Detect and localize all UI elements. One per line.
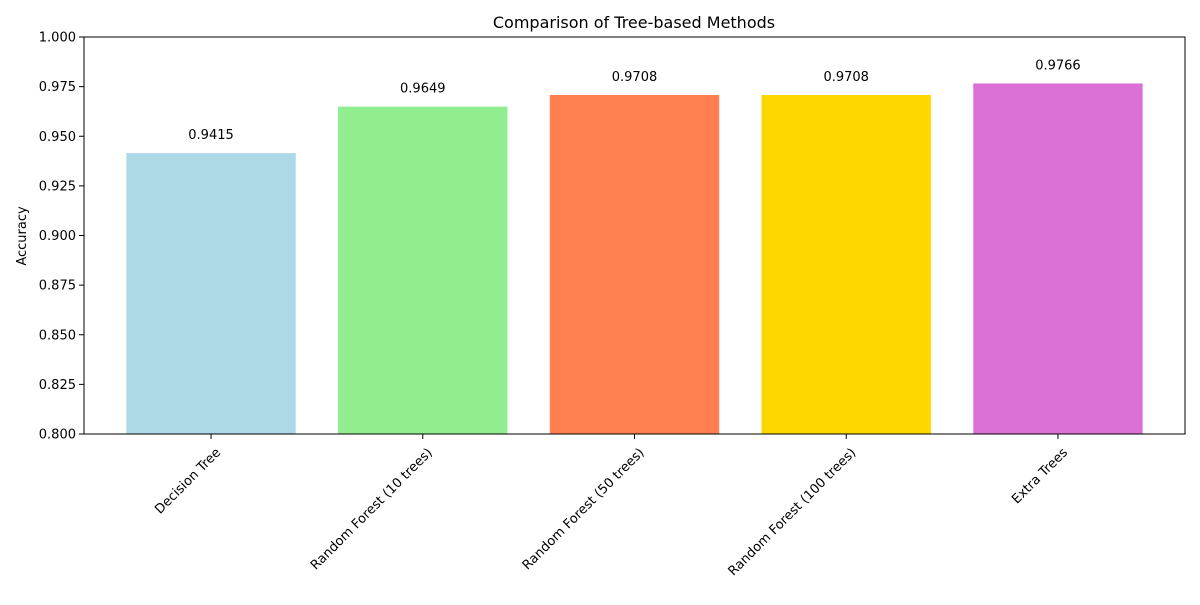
bar xyxy=(761,94,931,434)
x-tick-label: Extra Trees xyxy=(1009,445,1071,507)
bar xyxy=(126,153,296,434)
y-tick-label: 0.925 xyxy=(39,179,76,194)
y-tick-label: 0.825 xyxy=(39,378,76,393)
x-tick-label: Decision Tree xyxy=(152,445,224,517)
y-tick-label: 0.800 xyxy=(39,428,76,443)
x-tick-label: Random Forest (50 trees) xyxy=(520,445,648,573)
data-labels: 0.9415 0.9649 0.9708 0.9708 0.9766 xyxy=(188,59,1080,144)
bar xyxy=(338,106,508,435)
chart-title: Comparison of Tree-based Methods xyxy=(493,13,775,32)
plot-frame xyxy=(83,36,1186,435)
y-tick-label: 0.900 xyxy=(39,229,76,244)
bar-value-label: 0.9708 xyxy=(823,70,869,85)
x-axis: Decision Tree Random Forest (10 trees) Ran… xyxy=(152,434,1071,579)
y-axis-label: Accuracy xyxy=(15,206,30,266)
y-tick-label: 0.875 xyxy=(39,279,76,294)
y-tick-label: 0.975 xyxy=(39,80,76,95)
y-axis: 0.800 0.825 0.850 0.875 0.900 0.925 0.950 0.975… xyxy=(39,31,84,443)
y-tick-label: 0.850 xyxy=(39,328,76,343)
x-tick-label: Random Forest (100 trees) xyxy=(726,445,860,579)
x-tick-label: Random Forest (10 trees) xyxy=(308,445,436,573)
bar xyxy=(549,94,720,434)
bar xyxy=(973,83,1143,434)
bars xyxy=(126,83,1143,435)
bar-value-label: 0.9415 xyxy=(188,128,234,143)
y-tick-label: 1.000 xyxy=(39,31,76,46)
bar-value-label: 0.9766 xyxy=(1035,59,1081,74)
y-tick-label: 0.950 xyxy=(39,130,76,145)
bar-value-label: 0.9649 xyxy=(400,82,446,97)
bar-value-label: 0.9708 xyxy=(612,70,658,85)
